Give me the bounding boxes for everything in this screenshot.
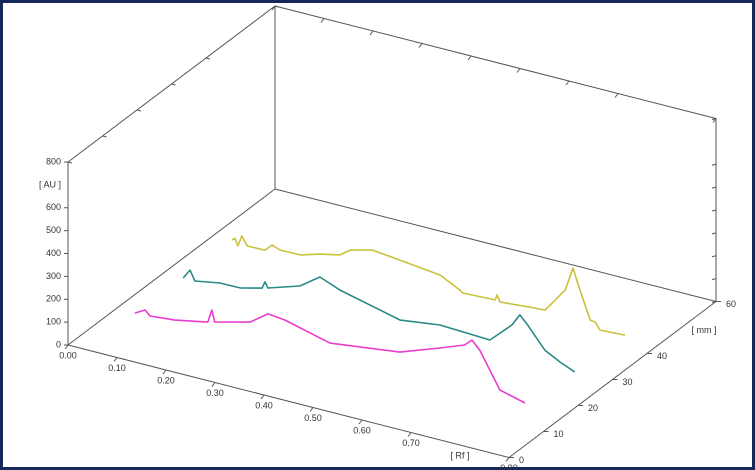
z-tick-label: 10	[554, 429, 564, 439]
y-tick-label: 400	[46, 248, 61, 258]
x-tick	[505, 457, 510, 462]
x-tick	[467, 55, 472, 61]
back-bottom-edge	[274, 188, 717, 302]
y-tick-label: 800	[46, 156, 61, 166]
z-tick-label: 40	[657, 351, 667, 361]
y-tick	[711, 255, 717, 258]
x-tick	[712, 118, 717, 123]
x-tick	[358, 419, 363, 425]
trace	[134, 309, 526, 404]
z-tick-label: 20	[588, 403, 598, 413]
z-tick-label: 0	[519, 455, 524, 465]
y-tick	[711, 163, 717, 166]
y-tick	[711, 301, 717, 303]
y-tick-label: 300	[46, 271, 61, 281]
y-tick-label: 600	[46, 202, 61, 212]
x-tick	[565, 80, 570, 86]
x-tick-label: 0.30	[206, 388, 224, 398]
x-tick	[309, 407, 314, 412]
y-tick-label: 100	[46, 317, 61, 327]
x-tick-label: 0.20	[157, 375, 175, 385]
z-tick	[171, 83, 176, 86]
x-tick	[614, 93, 619, 98]
x-tick	[320, 18, 325, 23]
z-tick	[136, 109, 142, 112]
x-tick-label: 0.00	[59, 350, 77, 360]
y-tick	[711, 209, 717, 212]
x-tick	[260, 394, 265, 400]
back-top-edge	[274, 5, 717, 119]
x-tick-label: 0.10	[108, 363, 126, 373]
z-tick	[102, 135, 107, 138]
y-tick-label: 200	[46, 294, 61, 304]
y-tick-label: 0	[56, 339, 61, 349]
z-tick-label: 60	[726, 299, 736, 309]
y-tick	[711, 186, 717, 189]
left-bottom-edge	[67, 188, 276, 346]
z-tick	[274, 5, 280, 8]
x-tick	[369, 30, 374, 36]
y-tick	[711, 232, 717, 235]
x-tick	[64, 344, 69, 350]
x-tick	[516, 68, 521, 73]
z-tick	[67, 161, 73, 164]
trace	[231, 235, 626, 336]
y-axis-label: [ AU ]	[39, 179, 61, 189]
x-axis-label: [ Rf ]	[450, 450, 469, 460]
trace	[182, 269, 576, 373]
x-axis	[67, 344, 510, 458]
x-tick	[271, 5, 276, 11]
x-tick	[407, 432, 412, 437]
x-tick-label: 0.40	[255, 400, 273, 410]
z-axis-label: [ mm ]	[692, 325, 717, 335]
x-tick	[162, 369, 167, 375]
x-tick	[418, 43, 423, 48]
y-tick-label: 500	[46, 225, 61, 235]
x-tick-label: 0.90	[500, 463, 518, 470]
x-tick	[113, 357, 118, 362]
x-tick-label: 0.50	[304, 413, 322, 423]
z-tick-label: 30	[623, 377, 633, 387]
x-tick-label: 0.70	[402, 438, 420, 448]
x-tick	[211, 382, 216, 387]
x-tick-label: 0.60	[353, 425, 371, 435]
y-tick	[711, 278, 717, 281]
z-tick	[205, 57, 211, 60]
